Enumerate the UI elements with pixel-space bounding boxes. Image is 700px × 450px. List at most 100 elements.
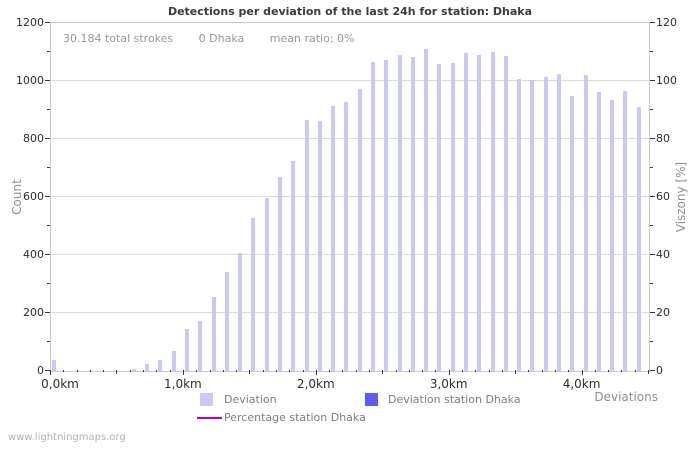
bar-deviation	[52, 360, 56, 371]
x-tick	[541, 370, 543, 372]
x-tick	[555, 370, 556, 372]
y-tick-left	[47, 167, 50, 168]
x-tick	[594, 370, 596, 372]
bar-deviation	[357, 88, 362, 371]
x-tick	[329, 370, 331, 372]
y-tick-right	[650, 370, 655, 371]
y-tick-right	[650, 167, 653, 168]
gridline-400	[51, 254, 649, 255]
x-tick-label-4km: 4,0km	[562, 377, 601, 391]
x-tick	[103, 370, 105, 372]
x-tick	[143, 370, 144, 372]
x-tick	[289, 370, 291, 372]
x-tick	[129, 370, 131, 372]
bar-deviation	[530, 80, 535, 371]
y-tick-label-left-0: 0	[37, 364, 44, 377]
y-tick-left	[47, 51, 50, 52]
x-tick	[408, 370, 410, 372]
bar-deviation	[543, 76, 548, 371]
x-tick	[275, 370, 277, 372]
watermark: www.lightningmaps.org	[8, 432, 126, 443]
bar-deviation	[145, 364, 149, 371]
bar-deviation	[211, 297, 216, 371]
legend-line-percentage-station	[197, 417, 222, 419]
x-tick	[169, 370, 171, 372]
x-tick	[355, 370, 357, 372]
y-tick-label-left-1000: 1000	[16, 74, 44, 87]
gridline-1000	[51, 80, 649, 81]
y-tick-left	[47, 341, 50, 342]
y-tick-right	[650, 51, 653, 52]
bar-deviation	[384, 60, 389, 371]
x-tick	[315, 370, 317, 375]
y-tick-label-left-1200: 1200	[16, 16, 44, 29]
x-tick	[368, 370, 370, 372]
bar-deviation	[370, 61, 375, 371]
gridline-800	[51, 138, 649, 139]
bar-deviation	[583, 75, 588, 371]
y-tick-left	[45, 22, 50, 23]
y-tick-left	[45, 138, 50, 139]
y-tick-right	[650, 225, 653, 226]
bar-deviation	[437, 64, 442, 371]
bar-deviation	[570, 96, 575, 371]
bar-deviation	[198, 320, 203, 371]
legend-label-deviation-station: Deviation station Dhaka	[388, 393, 521, 406]
y-tick-left	[47, 225, 50, 226]
x-tick	[501, 370, 503, 372]
stat-station-strokes: 0 Dhaka	[198, 32, 245, 45]
y-tick-left	[45, 370, 50, 371]
bar-deviation	[224, 272, 229, 371]
bar-deviation	[184, 328, 189, 371]
y-tick-label-right-60: 60	[656, 190, 670, 203]
y-tick-label-left-600: 600	[23, 190, 44, 203]
bar-deviation	[596, 92, 601, 371]
x-tick	[528, 370, 530, 372]
bar-deviation	[490, 51, 495, 371]
x-tick	[249, 370, 251, 374]
y-tick-label-right-0: 0	[656, 364, 663, 377]
bar-deviation	[131, 368, 136, 371]
x-tick-label-1km: 1,0km	[164, 377, 202, 391]
bar-deviation	[317, 121, 322, 371]
y-tick-left	[45, 196, 50, 197]
bar-deviation	[397, 54, 402, 371]
x-tick	[382, 370, 384, 374]
y-tick-right	[650, 312, 655, 313]
bar-deviation	[331, 105, 336, 371]
legend-label-percentage-station: Percentage station Dhaka	[224, 411, 366, 424]
x-tick-label-0km: 0,0km	[41, 377, 79, 391]
bar-deviation	[424, 49, 429, 371]
x-tick	[634, 370, 636, 372]
bar-deviation	[623, 91, 628, 371]
x-tick	[236, 370, 237, 372]
legend-swatch-deviation	[200, 393, 213, 406]
legend-swatch-deviation-station	[365, 393, 378, 406]
y-tick-label-right-40: 40	[656, 248, 670, 261]
plot-area: 30.184 total strokes 0 Dhaka mean ratio:…	[50, 22, 650, 372]
y-tick-right	[650, 283, 653, 284]
y-tick-label-left-400: 400	[23, 248, 44, 261]
y-axis-title-right: Viszony [%]	[674, 161, 688, 233]
y-tick-right	[650, 22, 655, 23]
y-tick-left	[45, 312, 50, 313]
y-tick-right	[650, 341, 653, 342]
x-tick	[422, 370, 424, 372]
bar-deviation	[410, 56, 415, 371]
x-tick	[116, 370, 118, 374]
bar-deviation	[503, 55, 508, 371]
bar-deviation	[277, 177, 282, 371]
x-tick	[515, 370, 517, 374]
bar-deviation	[171, 350, 176, 371]
y-tick-left	[47, 283, 50, 284]
stat-mean-ratio: mean ratio: 0%	[269, 32, 355, 45]
x-tick	[156, 370, 158, 372]
x-tick	[568, 370, 570, 372]
x-tick	[222, 370, 224, 372]
x-tick	[475, 370, 477, 372]
bar-deviation	[264, 197, 269, 371]
bar-deviation	[610, 100, 615, 371]
x-tick	[63, 370, 65, 372]
bar-deviation	[158, 360, 163, 371]
x-tick-label-3km: 3,0km	[429, 377, 468, 391]
